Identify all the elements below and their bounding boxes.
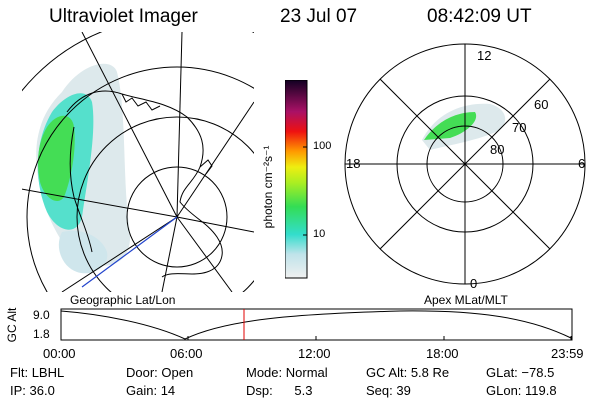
image-date: 23 Jul 07	[280, 6, 358, 27]
gcalt-value: 5.8 Re	[410, 365, 450, 380]
geographic-image	[22, 32, 254, 292]
timeline-xtick-0000: 00:00	[43, 346, 76, 361]
ip-label: IP:	[10, 383, 26, 398]
lat-circle-mid	[76, 116, 254, 292]
colorbar	[285, 80, 308, 279]
colorbar-tick-10: 10	[313, 228, 326, 240]
door-label: Door:	[126, 365, 158, 380]
door-value: Open	[161, 365, 194, 380]
info-glon: GLon: 119.8	[486, 383, 557, 398]
gain-value: 14	[160, 383, 176, 398]
colorbar-tick-100: 100	[313, 140, 332, 152]
info-gcalt: GC Alt: 5.8 Re	[366, 365, 449, 380]
glon-value: 119.8	[525, 383, 557, 398]
right-panel-caption: Apex MLat/MLT	[424, 293, 508, 307]
mode-value: Normal	[285, 365, 328, 380]
dateline-marker	[81, 216, 178, 288]
flt-value: LBHL	[31, 365, 65, 380]
glat-label: GLat:	[486, 365, 518, 380]
glat-value: −78.5	[521, 365, 555, 380]
polar-image	[344, 43, 586, 285]
ip-value: 36.0	[29, 383, 55, 398]
colorbar-unit-label: photon cm⁻²s⁻¹	[261, 145, 275, 229]
image-time: 08:42:09 UT	[427, 6, 532, 27]
meridian-line	[176, 216, 233, 292]
meridian-line	[81, 32, 178, 218]
coastline-detail	[121, 93, 213, 175]
altitude-curve	[60, 310, 572, 340]
meridian-line	[176, 101, 254, 218]
mlat-label-60: 60	[534, 97, 549, 112]
timeline-plot	[60, 308, 573, 341]
mlat-label-70: 70	[512, 120, 527, 135]
info-door: Door: Open	[126, 365, 193, 380]
meridian-line	[22, 188, 178, 218]
instrument-title: Ultraviolet Imager	[49, 6, 198, 27]
meridian-line	[176, 32, 183, 218]
dsp-label: Dsp:	[246, 383, 273, 398]
timeline-axis-label: GC Alt	[5, 307, 19, 343]
meridian-line	[61, 216, 178, 292]
meridian-line	[176, 216, 254, 233]
meridian-line	[161, 216, 178, 292]
mlt-line-diagonal	[379, 78, 551, 250]
timeline-xtick-1800: 18:00	[426, 346, 459, 361]
polar-aurora-green	[424, 112, 477, 140]
seq-label: Seq:	[366, 383, 393, 398]
mlt-label-0: 0	[470, 276, 478, 291]
flt-label: Flt:	[10, 365, 29, 380]
info-ip: IP: 36.0	[10, 383, 55, 398]
info-seq: Seq: 39	[366, 383, 411, 398]
info-glat: GLat: −78.5	[486, 365, 554, 380]
lat-circle-inner	[126, 166, 228, 268]
mlt-label-12: 12	[477, 48, 492, 63]
timeline-xtick-2359: 23:59	[551, 346, 584, 361]
aurora-green-region	[38, 115, 75, 202]
info-dsp: Dsp: 5.3	[246, 383, 312, 398]
lat-circle-outer	[26, 66, 254, 292]
timeline-xtick-1200: 12:00	[298, 346, 331, 361]
timeline-xtick-0600: 06:00	[170, 346, 203, 361]
gcalt-label: GC Alt:	[366, 365, 408, 380]
left-panel-caption: Geographic Lat/Lon	[70, 293, 176, 307]
timeline-ytick-1.8: 1.8	[33, 327, 50, 341]
seq-value: 39	[396, 383, 411, 398]
dsp-value: 5.3	[294, 383, 313, 398]
mlt-label-18: 18	[346, 156, 361, 171]
mode-label: Mode:	[246, 365, 283, 380]
glon-label: GLon:	[486, 383, 522, 398]
info-flt: Flt: LBHL	[10, 365, 64, 380]
mlat-label-80: 80	[490, 142, 505, 157]
info-gain: Gain: 14	[126, 383, 175, 398]
gain-label: Gain:	[126, 383, 158, 398]
mlt-label-6: 6	[578, 156, 586, 171]
info-mode: Mode: Normal	[246, 365, 328, 380]
timeline-ytick-9: 9.0	[33, 308, 50, 322]
